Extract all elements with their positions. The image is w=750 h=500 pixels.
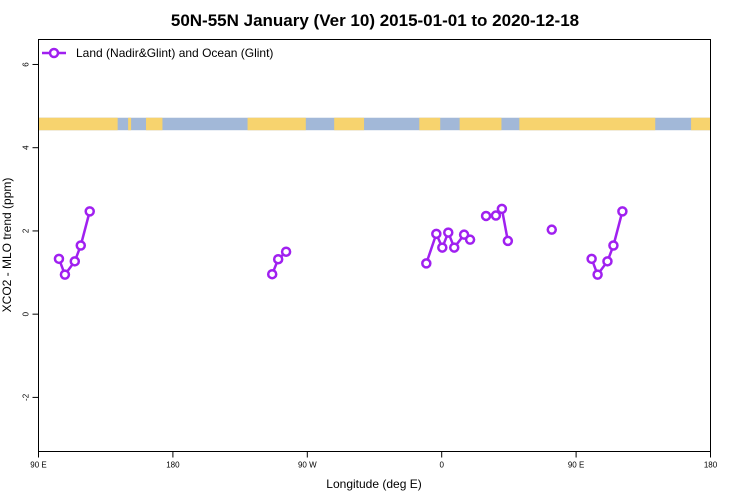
legend: Land (Nadir&Glint) and Ocean (Glint): [42, 46, 273, 60]
y-axis: -2 0 2 4 6: [22, 62, 39, 401]
strip-land-band: [128, 117, 132, 131]
x-axis: 90 E 180 90 W 0 90 E 180: [30, 451, 718, 470]
data-point: [617, 206, 628, 217]
data-point: [431, 228, 442, 240]
x-tick-label: 0: [439, 461, 444, 470]
data-point: [53, 253, 65, 265]
data-point: [502, 235, 514, 247]
y-tick-label: 4: [22, 145, 31, 150]
x-axis-label: Longitude (deg E): [326, 477, 421, 491]
strip-land-band: [146, 117, 163, 131]
legend-label: Land (Nadir&Glint) and Ocean (Glint): [76, 46, 273, 60]
data-point: [443, 227, 454, 238]
data-point: [421, 258, 432, 269]
land-ocean-strip: [38, 117, 711, 131]
x-tick-label: 90 E: [568, 461, 584, 470]
data-point: [586, 253, 597, 265]
data-point: [266, 268, 278, 280]
data-point: [496, 203, 508, 215]
data-point: [59, 269, 71, 280]
y-tick-label: 6: [22, 62, 31, 67]
chart-title: 50N-55N January (Ver 10) 2015-01-01 to 2…: [171, 11, 579, 30]
x-tick-label: 180: [166, 461, 180, 470]
data-point: [602, 256, 613, 267]
plot-frame: [38, 39, 711, 452]
data-point: [69, 256, 81, 267]
strip-land-band: [38, 117, 118, 131]
data-point: [608, 240, 619, 251]
x-tick-label: 180: [704, 461, 718, 470]
x-tick-label: 90 W: [298, 461, 317, 470]
legend-marker-symbol: [48, 47, 60, 59]
series-group: [53, 203, 628, 280]
data-point: [480, 210, 492, 222]
strip-land-band: [459, 117, 502, 131]
data-point: [448, 242, 460, 253]
data-point: [280, 246, 292, 257]
data-point: [464, 234, 476, 245]
strip-land-band: [691, 117, 711, 131]
strip-land-band: [334, 117, 365, 131]
strip-land-band: [419, 117, 441, 131]
y-tick-label: 0: [22, 311, 31, 316]
y-tick-label: -2: [22, 393, 31, 401]
data-point: [437, 242, 448, 253]
strip-land-band: [519, 117, 656, 131]
data-point: [272, 253, 284, 265]
data-point: [592, 269, 603, 280]
y-axis-label: XCO2 - MLO trend (ppm): [0, 178, 14, 313]
data-point: [75, 240, 87, 251]
data-point: [490, 210, 502, 221]
y-tick-label: 2: [22, 228, 31, 233]
data-point: [546, 224, 558, 235]
strip-land-band: [247, 117, 306, 131]
x-tick-label: 90 E: [30, 461, 46, 470]
data-point: [84, 206, 95, 217]
